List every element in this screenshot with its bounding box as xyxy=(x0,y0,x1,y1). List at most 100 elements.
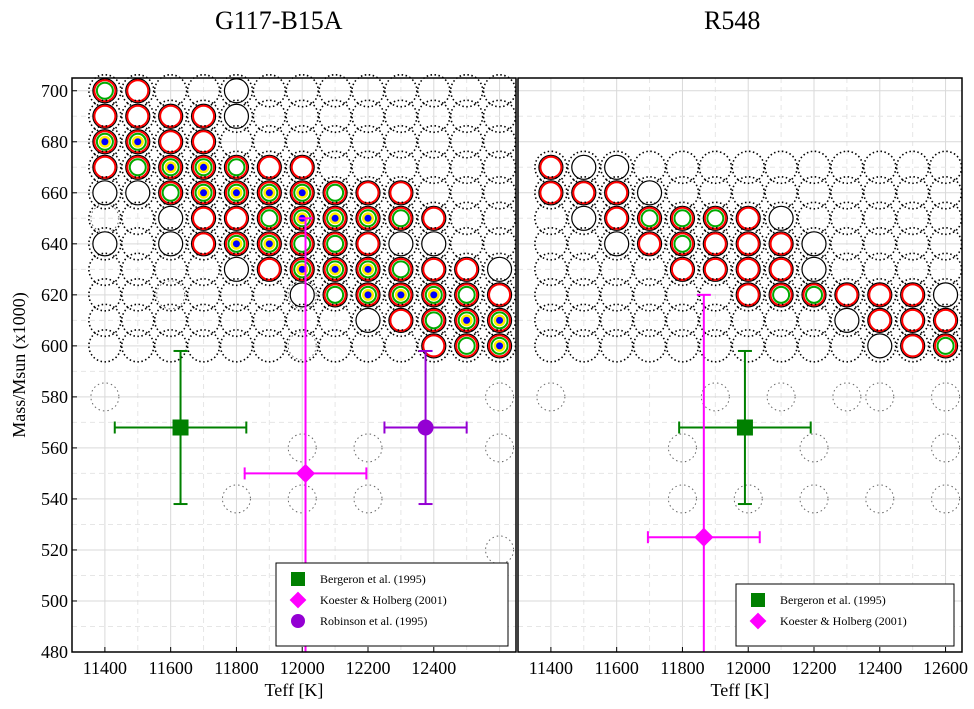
model-point xyxy=(895,201,930,236)
model-point-ring-red xyxy=(323,181,347,205)
model-point-ring-black xyxy=(900,282,926,308)
model-point xyxy=(219,252,254,287)
model-point-faint xyxy=(90,203,120,233)
model-point-ring-red xyxy=(670,257,694,281)
model-point-faint xyxy=(287,331,317,361)
model-point-ring-red xyxy=(769,283,793,307)
marker-square xyxy=(172,419,189,436)
model-point xyxy=(698,329,733,363)
model-point xyxy=(153,329,188,363)
model-point xyxy=(88,227,122,261)
model-point-core-blue xyxy=(364,291,372,299)
model-point-ring-red xyxy=(389,181,413,205)
model-point xyxy=(731,150,766,185)
model-point xyxy=(318,303,352,338)
model-point-ring-black xyxy=(158,129,184,155)
model-point-ring-green xyxy=(260,209,279,228)
model-point xyxy=(797,303,831,338)
model-point xyxy=(120,329,155,363)
model-point-ring-red xyxy=(257,232,281,256)
model-point-ring-green xyxy=(359,209,377,228)
x-axis-label: Teff [K] xyxy=(711,680,770,700)
model-point xyxy=(120,303,155,338)
x-tick-label: 11600 xyxy=(148,658,192,678)
model-point-ring-red xyxy=(323,283,347,307)
model-point-ring-red xyxy=(389,283,413,307)
model-point-ring-red xyxy=(901,308,925,332)
model-point-ring-green xyxy=(391,209,410,228)
legend-label: Koester & Holberg (2001) xyxy=(780,614,907,628)
model-point-ring-red xyxy=(605,206,629,230)
model-point xyxy=(219,278,254,312)
model-point-ring-black xyxy=(388,180,414,206)
model-point xyxy=(632,252,667,287)
model-point-ring-black xyxy=(190,129,217,155)
model-point-ring-black xyxy=(223,78,250,104)
model-point-ring-black xyxy=(125,78,151,104)
model-point xyxy=(449,99,484,134)
model-point-ring-black xyxy=(571,180,597,206)
model-point xyxy=(797,150,831,185)
model-point xyxy=(566,303,601,338)
model-point-faint xyxy=(799,433,829,463)
model-point xyxy=(416,99,451,134)
model-point-ring-green xyxy=(391,285,410,304)
model-point-ring-red xyxy=(290,181,314,205)
model-point-ring-black xyxy=(92,103,118,129)
model-point-core-blue xyxy=(331,214,339,222)
model-point-ring-black xyxy=(289,282,315,308)
model-point-ring-red xyxy=(638,232,662,256)
model-point-ring-black xyxy=(604,205,630,231)
model-point-ring-red xyxy=(224,181,248,205)
model-point-ring-black xyxy=(92,180,118,206)
model-point-ring-red xyxy=(192,206,216,230)
model-point-ring-red xyxy=(736,206,760,230)
x-tick-label: 11800 xyxy=(214,658,258,678)
model-point-ring-green xyxy=(161,158,180,177)
legend-label: Bergeron et al. (1995) xyxy=(780,593,886,607)
model-point xyxy=(632,278,667,312)
model-point xyxy=(830,227,864,261)
model-point xyxy=(862,201,897,236)
model-point-ring-red xyxy=(835,283,859,307)
model-point-ring-red xyxy=(290,257,314,281)
model-point xyxy=(449,73,484,108)
model-point xyxy=(698,252,733,287)
model-point xyxy=(534,176,568,210)
model-point-ring-black xyxy=(158,103,184,129)
model-point-ring-black xyxy=(538,180,564,206)
model-point-ring-green xyxy=(293,260,312,279)
x-tick-label: 11600 xyxy=(594,658,638,678)
model-point-ring-red xyxy=(901,334,925,358)
panel-g117-b15a: Bergeron et al. (1995) Koester & Holberg … xyxy=(9,73,517,700)
x-tick-label: 12400 xyxy=(857,658,902,678)
model-point xyxy=(830,150,864,185)
x-tick-label: 12200 xyxy=(346,658,391,678)
model-point-ring-green xyxy=(227,183,246,202)
model-point xyxy=(449,201,484,236)
model-point xyxy=(764,303,798,338)
model-point-ring-red xyxy=(159,155,183,179)
chart-title-right: R548 xyxy=(704,6,761,35)
model-point-core-blue xyxy=(200,189,208,197)
model-point-ring-green xyxy=(359,285,377,304)
model-point-ring-black xyxy=(256,256,282,282)
model-point-ring-black xyxy=(604,154,630,180)
model-point xyxy=(186,252,221,287)
x-tick-label: 11800 xyxy=(660,658,704,678)
model-point xyxy=(534,329,568,363)
model-point-core-blue xyxy=(463,316,471,324)
model-point xyxy=(153,252,188,287)
model-point xyxy=(285,278,320,312)
model-point-ring-red xyxy=(934,308,958,332)
model-point xyxy=(764,278,798,312)
model-point-ring-red xyxy=(257,155,281,179)
axes-frame xyxy=(517,77,963,653)
model-point xyxy=(698,150,733,185)
model-point-ring-black xyxy=(486,256,513,282)
x-tick-label: 11400 xyxy=(529,658,573,678)
model-point-ring-red xyxy=(290,232,314,256)
model-point-ring-black xyxy=(421,256,447,282)
model-point xyxy=(219,329,254,363)
